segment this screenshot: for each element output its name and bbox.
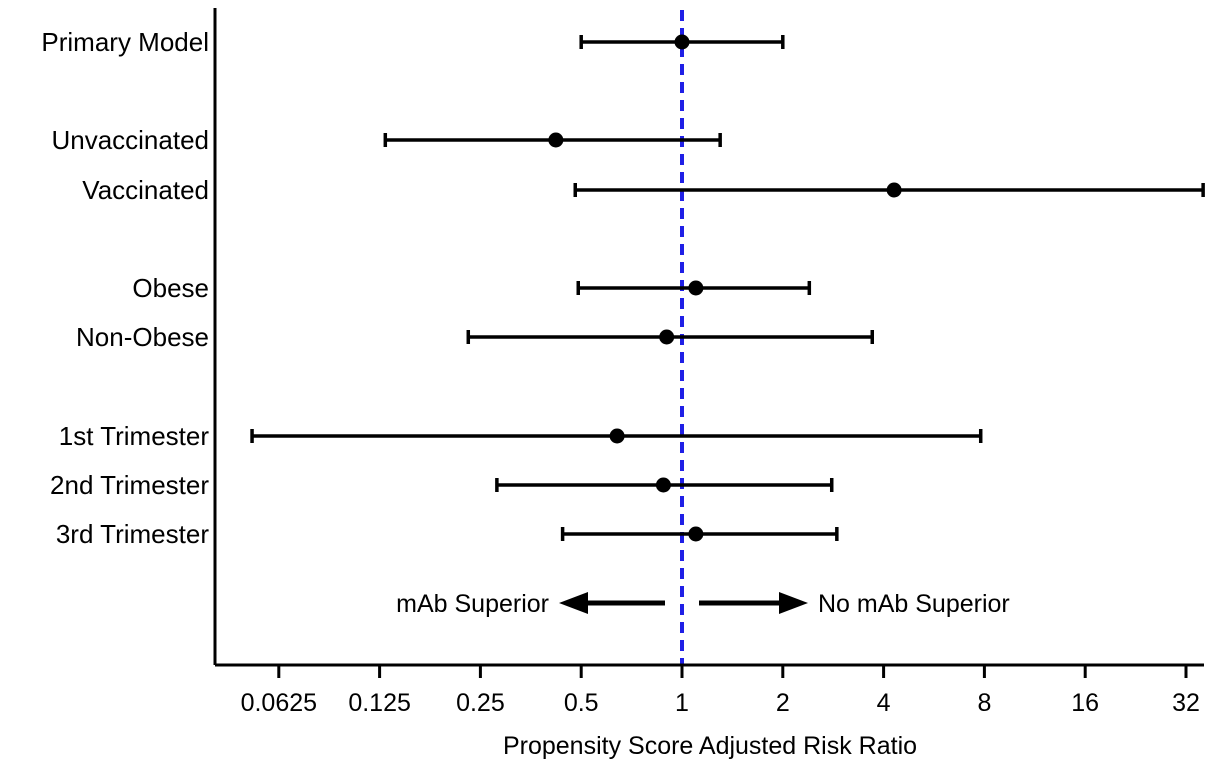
- arrow-left-head: [559, 592, 588, 614]
- x-axis-label: Propensity Score Adjusted Risk Ratio: [503, 732, 917, 760]
- x-tick-label: 0.0625: [241, 689, 317, 717]
- point-estimate: [655, 477, 671, 493]
- point-estimate: [674, 34, 690, 50]
- error-bars: [250, 34, 1205, 542]
- point-estimate: [609, 428, 625, 444]
- point-estimate: [548, 132, 564, 148]
- x-tick-label: 8: [977, 689, 991, 717]
- point-estimate: [688, 526, 704, 542]
- row-label: 2nd Trimester: [50, 470, 209, 500]
- row-labels: Primary Model Unvaccinated Vaccinated Obese…: [41, 27, 209, 549]
- x-tick-label: 0.25: [456, 689, 505, 717]
- x-tick-label: 0.5: [564, 689, 599, 717]
- point-estimate: [659, 329, 675, 345]
- x-tick-label: 16: [1071, 689, 1099, 717]
- x-axis: 0.0625 0.125 0.25 0.5 1 2 4 8 16 32: [213, 8, 1204, 717]
- annotation-right: No mAb Superior: [818, 590, 1010, 618]
- row-label: 3rd Trimester: [56, 519, 209, 549]
- row-label: Non-Obese: [76, 322, 209, 352]
- point-estimate: [688, 280, 704, 296]
- row-label: Vaccinated: [82, 175, 209, 205]
- annotation-left: mAb Superior: [396, 590, 549, 618]
- direction-annotations: mAb Superior No mAb Superior: [396, 590, 1010, 618]
- row-label: Obese: [132, 273, 209, 303]
- point-estimate: [886, 182, 902, 198]
- x-tick-label: 0.125: [348, 689, 411, 717]
- row-label: Primary Model: [41, 27, 209, 57]
- arrow-right-head: [779, 592, 808, 614]
- x-tick-label: 1: [675, 689, 689, 717]
- x-tick-label: 2: [776, 689, 790, 717]
- row-label: 1st Trimester: [59, 421, 210, 451]
- row-label: Unvaccinated: [51, 125, 209, 155]
- x-tick-label: 4: [877, 689, 891, 717]
- x-tick-label: 32: [1172, 689, 1200, 717]
